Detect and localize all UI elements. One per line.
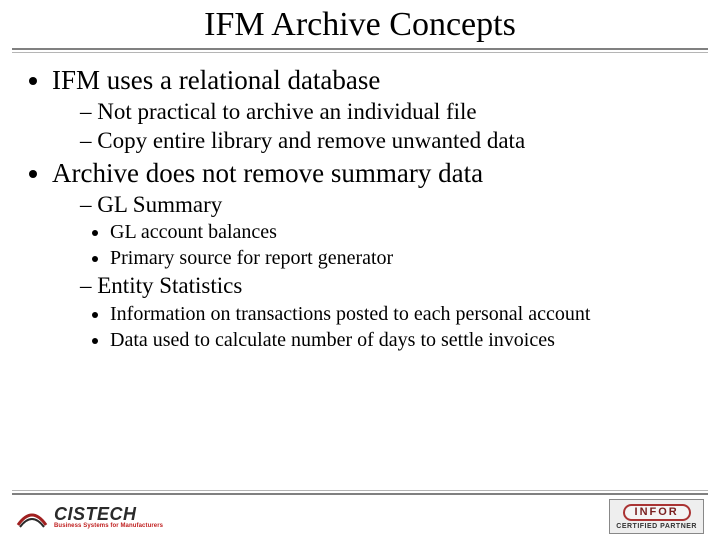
infor-subtext: CERTIFIED PARTNER <box>616 523 697 530</box>
bullet-text: Primary source for report generator <box>110 247 393 269</box>
bullet-text: Copy entire library and remove unwanted … <box>97 128 525 153</box>
slide-title: IFM Archive Concepts <box>204 6 516 44</box>
bullet-list: IFM uses a relational database Not pract… <box>28 65 692 352</box>
bullet-text: IFM uses a relational database <box>52 65 380 95</box>
title-wrap: IFM Archive Concepts <box>0 0 720 44</box>
bullet-l2: Not practical to archive an individual f… <box>80 98 692 125</box>
infor-badge: INFOR <box>623 504 691 521</box>
cistech-name: CISTECH <box>54 505 163 523</box>
bullet-l2: Copy entire library and remove unwanted … <box>80 127 692 154</box>
bullet-text: Data used to calculate number of days to… <box>110 329 555 351</box>
bullet-text: GL account balances <box>110 221 277 243</box>
cistech-arc-icon <box>16 503 48 531</box>
bullet-l2: Entity Statistics Information on transac… <box>80 272 692 351</box>
title-rule-thick <box>12 48 708 50</box>
content-area: IFM uses a relational database Not pract… <box>0 53 720 352</box>
bullet-text: Archive does not remove summary data <box>52 158 483 188</box>
bullet-text: GL Summary <box>97 192 222 217</box>
bullet-l3: Information on transactions posted to ea… <box>110 302 692 326</box>
infor-logo: INFOR CERTIFIED PARTNER <box>609 499 704 534</box>
cistech-tagline: Business Systems for Manufacturers <box>54 523 163 529</box>
slide: IFM Archive Concepts IFM uses a relation… <box>0 0 720 540</box>
bullet-text: Information on transactions posted to ea… <box>110 303 590 325</box>
cistech-text: CISTECH Business Systems for Manufacture… <box>54 505 163 529</box>
bullet-l3: Primary source for report generator <box>110 246 692 270</box>
bullet-l1: IFM uses a relational database Not pract… <box>52 65 692 154</box>
bullet-l3: GL account balances <box>110 220 692 244</box>
bullet-l3: Data used to calculate number of days to… <box>110 328 692 352</box>
footer: CISTECH Business Systems for Manufacture… <box>0 490 720 534</box>
footer-rule-thin <box>12 490 708 491</box>
bullet-l1: Archive does not remove summary data GL … <box>52 158 692 351</box>
logo-row: CISTECH Business Systems for Manufacture… <box>0 495 720 534</box>
cistech-logo: CISTECH Business Systems for Manufacture… <box>16 503 163 531</box>
bullet-l2: GL Summary GL account balances Primary s… <box>80 191 692 270</box>
bullet-text: Entity Statistics <box>97 273 242 298</box>
bullet-text: Not practical to archive an individual f… <box>97 99 476 124</box>
